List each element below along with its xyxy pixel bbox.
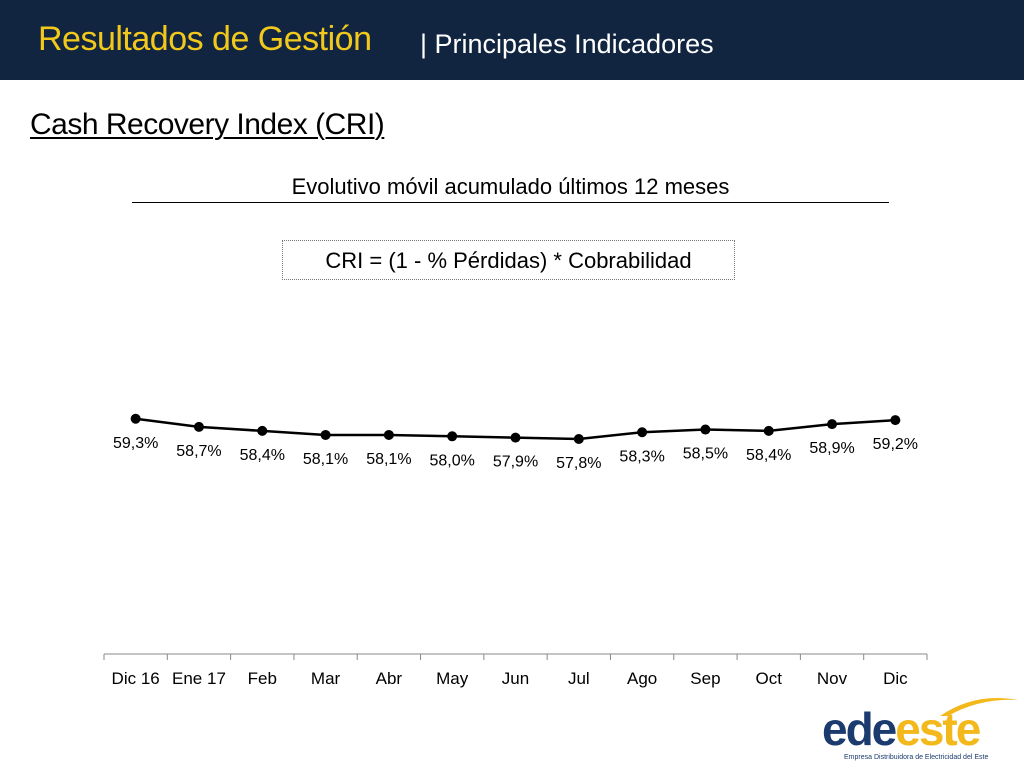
- series-points-layer: [130, 413, 901, 444]
- data-label: 58,4%: [240, 447, 285, 464]
- data-point: [193, 421, 204, 432]
- data-point: [510, 432, 521, 443]
- x-tick-label: Oct: [756, 669, 783, 688]
- data-labels-layer: 59,3% 58,7% 58,4% 58,1% 58,1% 58,0% 57,9% 57,8%…: [113, 435, 918, 472]
- x-tick-label: Sep: [690, 669, 720, 688]
- data-label: 58,9%: [809, 440, 854, 457]
- logo-swoosh-icon: [940, 698, 1018, 716]
- data-point: [700, 424, 711, 435]
- data-label: 58,1%: [303, 451, 348, 468]
- page-subtitle: | Principales Indicadores: [420, 29, 714, 59]
- x-tick-label: Nov: [817, 669, 848, 688]
- data-point: [827, 419, 838, 430]
- chart-subtitle: Evolutivo móvil acumulado últimos 12 mes…: [291, 174, 730, 199]
- data-point: [130, 413, 141, 424]
- x-tick-label: Ago: [627, 669, 657, 688]
- data-point: [320, 429, 331, 440]
- data-label: 57,8%: [556, 455, 601, 472]
- x-tick-label: Jun: [502, 669, 529, 688]
- edeeste-logo: edeeste Empresa Distribuidora de Electri…: [822, 692, 1022, 766]
- data-label: 58,7%: [176, 443, 221, 460]
- x-tick-label: Feb: [248, 669, 277, 688]
- data-point: [447, 431, 458, 442]
- x-axis: [103, 653, 928, 660]
- x-tick-label: Abr: [376, 669, 403, 688]
- data-label: 58,4%: [746, 447, 791, 464]
- formula-box: CRI = (1 - % Pérdidas) * Cobrabilidad: [282, 240, 735, 280]
- data-label: 58,3%: [619, 448, 664, 465]
- data-label: 59,3%: [113, 435, 158, 452]
- data-point: [890, 415, 901, 426]
- data-point: [637, 427, 648, 438]
- page-title: Resultados de Gestión: [38, 20, 372, 58]
- x-tick-label: Dic: [883, 669, 908, 688]
- data-label: 58,5%: [683, 446, 728, 463]
- data-point: [763, 425, 774, 436]
- subtitle-rule: [132, 202, 889, 203]
- data-point: [573, 434, 584, 444]
- data-label: 58,1%: [366, 451, 411, 468]
- x-tick-label: Jul: [568, 669, 590, 688]
- logo-wordmark: edeeste: [822, 703, 981, 755]
- data-label: 57,9%: [493, 454, 538, 471]
- x-tick-label: Ene 17: [172, 669, 226, 688]
- data-label: 58,0%: [430, 452, 475, 469]
- data-point: [257, 425, 268, 436]
- x-tick-label: Dic 16: [112, 669, 160, 688]
- x-tick-label: Mar: [311, 669, 341, 688]
- x-tick-label: May: [436, 669, 469, 688]
- data-point: [383, 429, 394, 440]
- header-bar: Resultados de Gestión | Principales Indi…: [0, 0, 1024, 80]
- tick-labels-layer: Dic 16 Ene 17 Feb Mar Abr May Jun Jul Ago Sep Oct N…: [112, 669, 909, 688]
- data-label: 59,2%: [873, 436, 918, 453]
- section-title: Cash Recovery Index (CRI): [30, 108, 385, 141]
- logo-tagline: Empresa Distribuidora de Electricidad de…: [844, 754, 989, 761]
